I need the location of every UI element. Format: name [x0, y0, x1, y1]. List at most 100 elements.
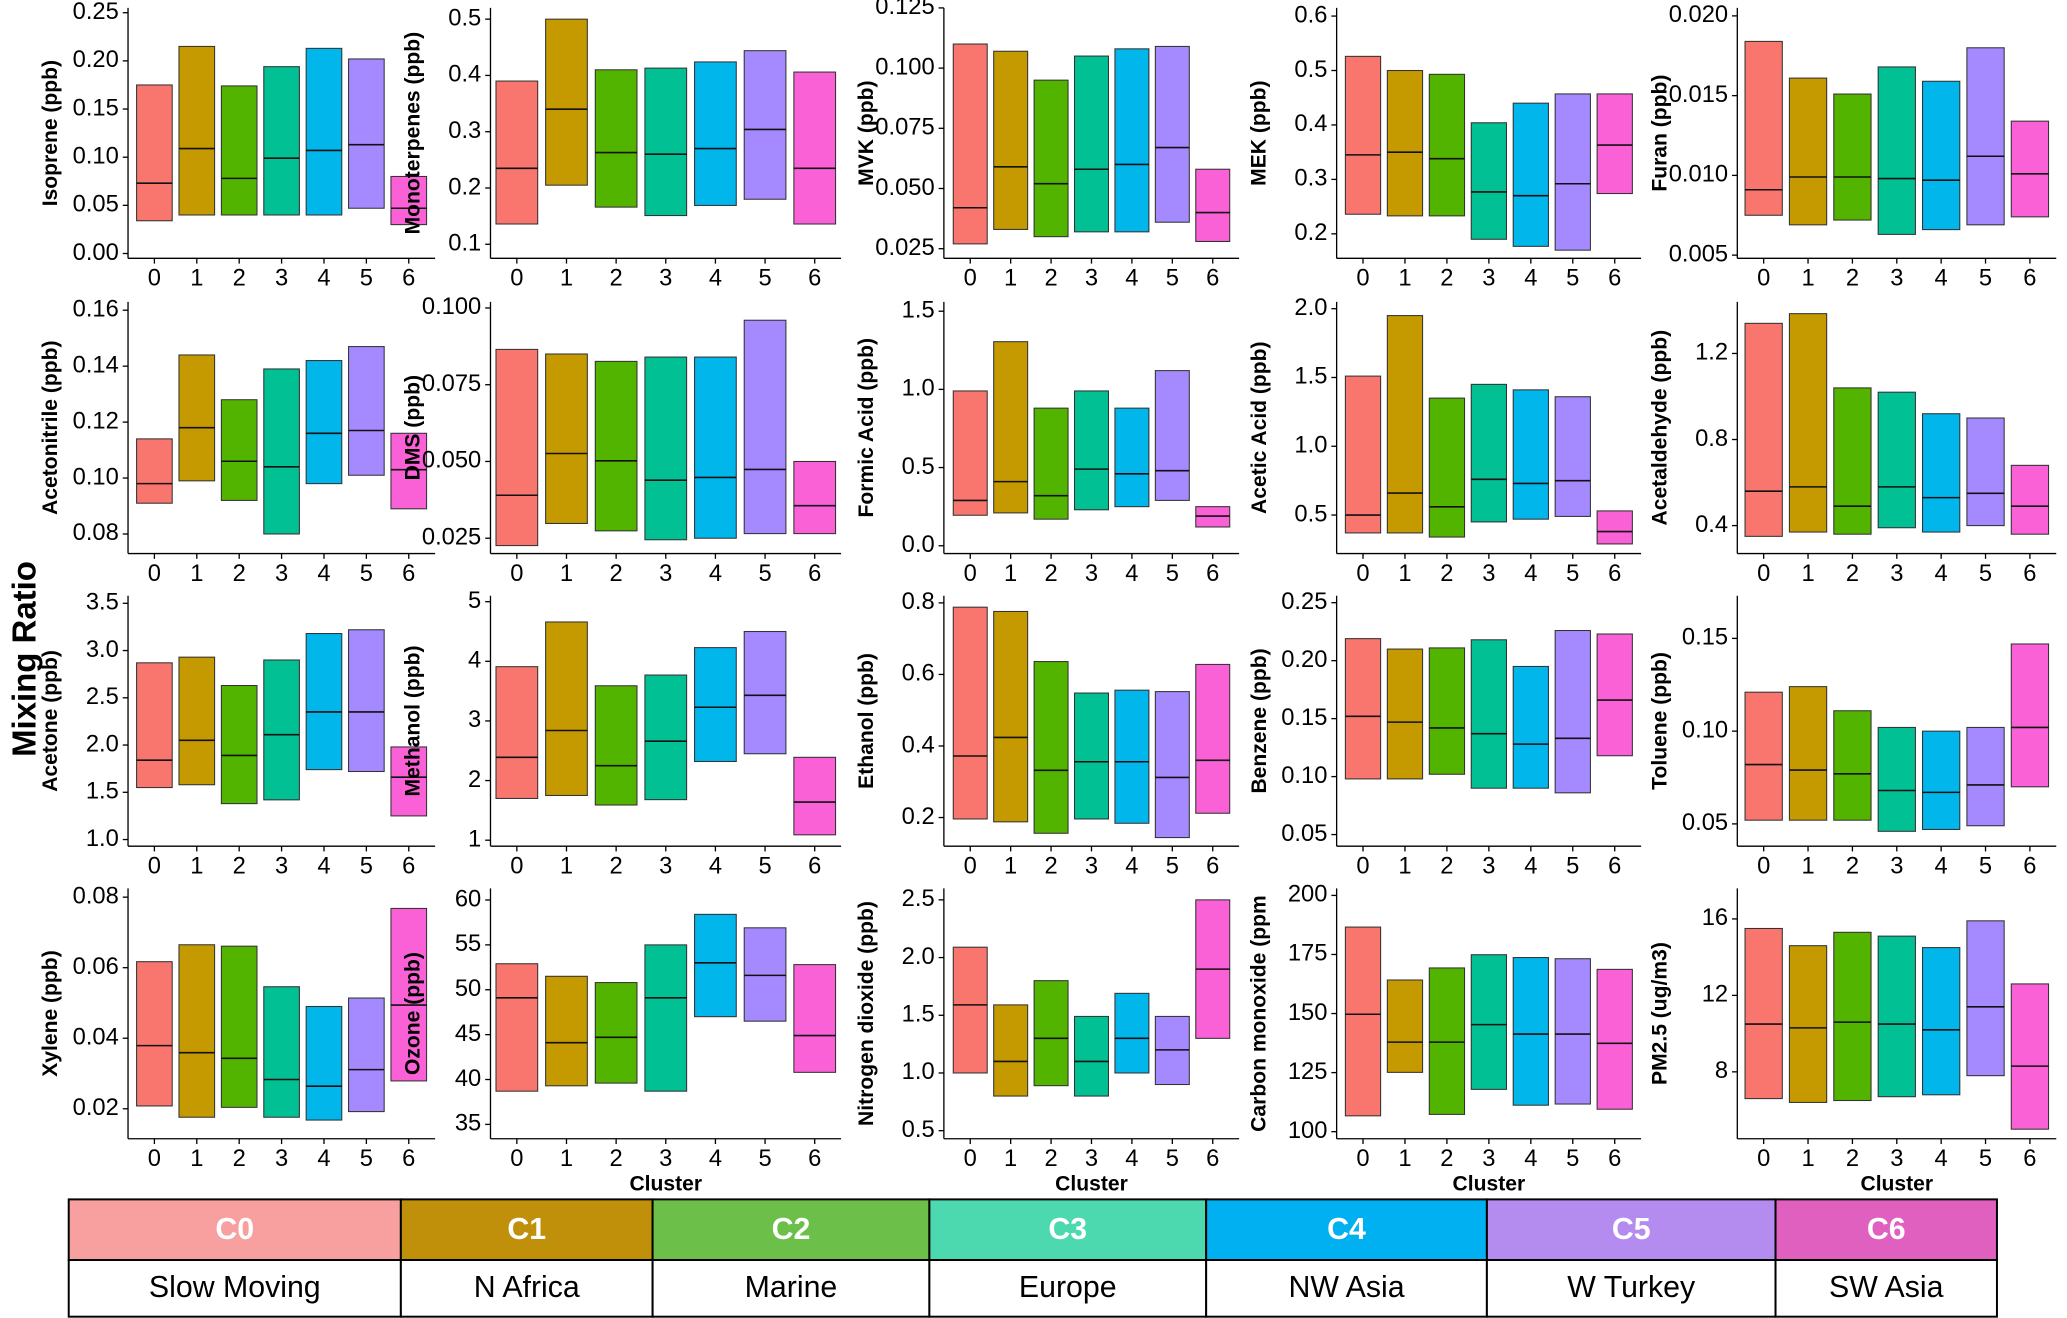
x-tick-label: 2 [610, 854, 623, 880]
range-bar [390, 175, 428, 226]
x-tick-label: 6 [808, 1146, 821, 1172]
x-tick-label: 3 [275, 854, 288, 880]
y-tick-label: 200 [1288, 882, 1328, 908]
range-bar [1386, 69, 1424, 217]
range-bar [1788, 686, 1828, 821]
panel: 0.4 0.8 1.2 0 1 2 3 4 5 6 Acetaldehyde (ppb) [1648, 301, 2057, 587]
range-bar [594, 69, 638, 208]
y-axis-label: Acetic Acid (ppb) [1248, 341, 1271, 514]
range-bar [220, 85, 258, 216]
y-axis-label: Formic Acid (ppb) [855, 338, 878, 518]
range-bar [1877, 66, 1916, 235]
range-bar [1512, 389, 1549, 520]
y-axis-label: Methanol (ppb) [402, 645, 425, 796]
x-tick-label: 3 [1890, 854, 1903, 880]
x-tick-label: 3 [1085, 854, 1098, 880]
x-tick-label: 1 [190, 1146, 203, 1172]
x-tick-label: 2 [1044, 1146, 1057, 1172]
range-bar [545, 975, 588, 1087]
y-tick-label: 4 [468, 648, 481, 674]
y-tick-label: 0.3 [448, 118, 481, 144]
range-bar [743, 319, 787, 535]
x-tick-label: 0 [510, 1146, 523, 1172]
x-tick-label: 6 [1608, 1146, 1621, 1172]
x-tick-label: 3 [1482, 1146, 1495, 1172]
x-tick-label: 2 [233, 561, 246, 587]
x-tick-label: 3 [275, 1146, 288, 1172]
x-tick-label: 0 [148, 266, 161, 292]
range-bar [952, 606, 988, 820]
range-bar [793, 964, 837, 1073]
range-bar [1921, 80, 1961, 231]
y-tick-label: 0.050 [422, 448, 481, 474]
range-bar [348, 346, 385, 476]
y-tick-label: 0.005 [1669, 241, 1728, 267]
x-tick-label: 0 [964, 854, 977, 880]
x-tick-label: 6 [2023, 266, 2036, 292]
range-bar [1428, 73, 1466, 217]
x-tick-label: 1 [1004, 561, 1017, 587]
range-bar [1512, 102, 1549, 247]
y-axis-label: Nitrogen dioxide (ppb) [855, 901, 878, 1126]
x-tick-label: 1 [190, 854, 203, 880]
y-tick-label: 0.125 [875, 0, 934, 20]
y-tick-label: 0.5 [902, 1117, 935, 1143]
x-tick-label: 5 [1166, 1146, 1179, 1172]
x-tick-label: 1 [1004, 1146, 1017, 1172]
range-bar [1470, 954, 1508, 1090]
x-tick-label: 3 [1085, 1146, 1098, 1172]
range-bar [136, 662, 173, 789]
legend-code: C2 [772, 1213, 811, 1246]
x-tick-label: 0 [148, 561, 161, 587]
panel: 0.02 0.04 0.06 0.08 0 1 2 3 4 5 6 Xylene (ppb) [39, 883, 436, 1172]
range-bar [594, 360, 638, 532]
range-bar [1344, 638, 1382, 780]
x-tick-label: 6 [2023, 854, 2036, 880]
y-tick-label: 45 [455, 1021, 481, 1047]
panel: 0.05 0.10 0.15 0 1 2 3 4 5 6 Toluene (ppb) [1648, 595, 2057, 880]
y-tick-label: 0.4 [448, 62, 481, 88]
range-bar [793, 71, 837, 225]
range-bar [1344, 375, 1382, 534]
y-tick-label: 0.6 [1294, 2, 1327, 28]
y-tick-label: 1 [468, 826, 481, 852]
range-bar [993, 1004, 1029, 1097]
range-bar [545, 353, 588, 525]
x-tick-label: 2 [1846, 854, 1859, 880]
x-tick-label: 0 [510, 266, 523, 292]
x-tick-label: 2 [610, 266, 623, 292]
x-tick-label: 4 [317, 1146, 330, 1172]
range-bar [1344, 55, 1382, 215]
x-tick-label: 6 [1608, 561, 1621, 587]
range-bar [1833, 93, 1872, 221]
legend-name: W Turkey [1567, 1271, 1696, 1304]
range-bar [136, 961, 173, 1107]
y-tick-label: 0.1 [448, 231, 481, 257]
range-bar [220, 399, 258, 501]
y-tick-label: 150 [1288, 1000, 1328, 1026]
y-axis-label: DMS (ppb) [402, 375, 425, 480]
range-bar [1596, 968, 1633, 1110]
range-bar [1833, 387, 1872, 535]
range-bar [1596, 93, 1633, 195]
range-bar [1154, 691, 1190, 839]
x-tick-label: 1 [1004, 854, 1017, 880]
range-bar [1386, 979, 1424, 1073]
range-bar [1554, 93, 1591, 251]
range-bar [993, 341, 1029, 514]
y-tick-label: 0.12 [73, 408, 119, 434]
x-tick-label: 4 [1935, 266, 1948, 292]
legend-name: Europe [1019, 1271, 1117, 1304]
panel: 0.025 0.050 0.075 0.100 0.125 0 1 2 3 4 5 6 MVK (ppb… [855, 0, 1240, 292]
legend-swatch [1485, 1198, 1777, 1261]
x-tick-label: 6 [808, 854, 821, 880]
x-tick-label: 5 [1566, 266, 1579, 292]
y-axis-label: Monoterpenes (ppb) [402, 32, 425, 235]
y-tick-label: 1.0 [902, 1059, 935, 1085]
x-tick-label: 5 [758, 561, 771, 587]
x-tick-label: 5 [1566, 854, 1579, 880]
range-bar [1073, 390, 1109, 511]
range-bar [1428, 647, 1466, 775]
y-tick-label: 1.0 [1294, 433, 1327, 459]
